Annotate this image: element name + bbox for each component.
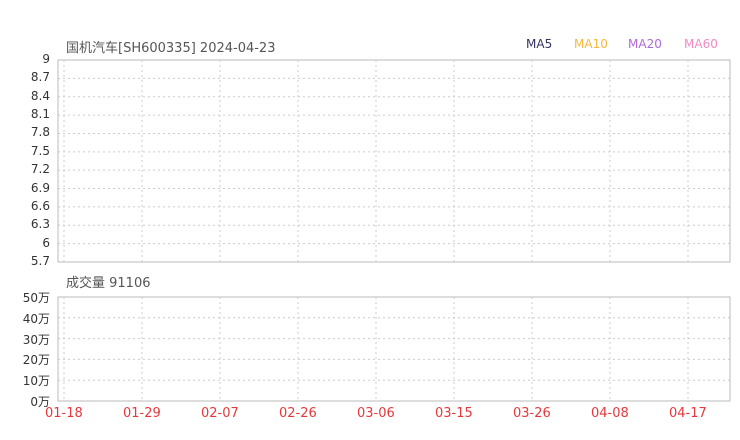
volume-title: 成交量 91106	[66, 276, 151, 291]
price-tick-label: 8.4	[30, 88, 50, 103]
date-tick-label: 01-29	[123, 406, 161, 421]
price-tick-label: 8.7	[30, 70, 50, 85]
price-frame	[57, 59, 731, 263]
date-tick-label: 04-08	[591, 406, 629, 421]
price-tick-label: 5.7	[30, 254, 50, 268]
date-tick-label: 03-06	[357, 406, 395, 421]
date-tick-label: 03-26	[513, 406, 551, 421]
price-tick-label: 6.9	[30, 180, 50, 195]
volume-tick-label: 30万	[22, 332, 50, 347]
price-tick-label: 6.3	[30, 217, 50, 232]
volume-tick-label: 20万	[22, 353, 50, 368]
legend-ma10: MA10	[574, 37, 608, 51]
date-tick-label: 03-15	[435, 406, 473, 421]
price-tick-label: 9	[42, 52, 50, 66]
price-tick-label: 7.5	[30, 143, 50, 158]
legend-ma60: MA60	[684, 37, 718, 51]
date-tick-label: 02-26	[279, 406, 317, 421]
date-tick-label: 01-18	[45, 406, 83, 421]
volume-tick-label: 50万	[22, 291, 50, 305]
chart-title: 国机汽车[SH600335] 2024-04-23	[66, 41, 276, 56]
volume-tick-label: 10万	[22, 374, 50, 389]
volume-tick-label: 0万	[30, 395, 50, 409]
volume-frame	[57, 296, 731, 402]
price-tick-label: 7.8	[30, 125, 50, 140]
price-tick-label: 8.1	[30, 107, 50, 122]
date-tick-label: 02-07	[201, 406, 239, 421]
legend-ma20: MA20	[628, 37, 662, 51]
volume-tick-label: 40万	[22, 311, 50, 326]
date-tick-label: 04-17	[669, 406, 707, 421]
price-tick-label: 6.6	[30, 198, 50, 213]
price-tick-label: 6	[42, 235, 50, 250]
legend-ma5: MA5	[526, 37, 553, 51]
price-tick-label: 7.2	[30, 162, 50, 177]
